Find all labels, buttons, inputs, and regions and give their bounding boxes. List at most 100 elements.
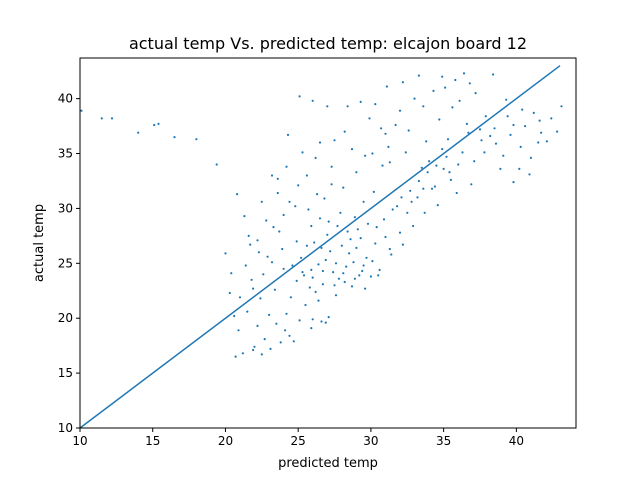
scatter-point	[409, 189, 412, 192]
scatter-point	[285, 165, 288, 168]
scatter-point	[391, 208, 394, 211]
scatter-point	[388, 247, 391, 251]
scatter-point	[512, 181, 515, 184]
scatter-point	[381, 164, 384, 167]
x-tick-label: 20	[218, 434, 233, 448]
scatter-point	[538, 119, 541, 122]
scatter-point	[289, 296, 292, 299]
scatter-point	[272, 226, 275, 229]
scatter-point	[465, 122, 468, 125]
scatter-point	[288, 200, 291, 203]
scatter-point	[313, 241, 316, 244]
scatter-point	[215, 163, 218, 166]
scatter-point	[492, 73, 495, 76]
scatter-point	[473, 160, 476, 163]
y-tick-label: 25	[58, 256, 73, 270]
scatter-point	[273, 288, 276, 291]
scatter-point	[372, 190, 375, 193]
scatter-point	[362, 264, 365, 267]
x-axis-ticks: 10 15 20 25 30 35 40	[72, 428, 524, 448]
scatter-point	[346, 230, 349, 233]
scatter-point	[349, 238, 352, 241]
scatter-point	[324, 258, 327, 262]
scatter-point	[380, 127, 383, 130]
scatter-point	[407, 129, 410, 132]
scatter-point	[345, 265, 348, 268]
scatter-point	[400, 196, 403, 199]
scatter-point	[260, 353, 263, 356]
scatter-point	[350, 285, 354, 288]
scatter-point	[297, 184, 300, 187]
x-tick-label: 15	[145, 434, 160, 448]
scatter-point	[358, 274, 361, 277]
scatter-point	[432, 89, 435, 92]
scatter-point	[300, 256, 303, 259]
scatter-point	[318, 217, 322, 220]
scatter-point	[339, 211, 342, 214]
scatter-point	[241, 352, 244, 355]
scatter-point	[195, 138, 198, 141]
scatter-point	[327, 316, 330, 319]
scatter-point	[502, 154, 505, 157]
scatter-point	[321, 269, 324, 273]
scatter-point	[474, 92, 477, 95]
scatter-point	[292, 340, 295, 343]
scatter-point	[430, 187, 434, 190]
scatter-point	[298, 95, 301, 98]
scatter-point	[137, 131, 140, 134]
scatter-point	[247, 234, 250, 237]
y-tick-label: 40	[58, 92, 73, 106]
scatter-point	[298, 319, 301, 322]
scatter-point	[320, 320, 323, 323]
scatter-point	[270, 261, 274, 264]
scatter-point	[320, 246, 323, 249]
scatter-point	[310, 268, 313, 271]
scatter-point	[449, 178, 452, 181]
scatter-point	[556, 130, 559, 133]
scatter-point	[413, 97, 416, 100]
scatter-point	[446, 138, 450, 141]
scatter-point	[249, 243, 252, 246]
scatter-point	[371, 260, 374, 263]
scatter-point	[343, 280, 346, 284]
x-tick-label: 30	[363, 434, 378, 448]
scatter-point	[506, 115, 509, 118]
scatter-point	[153, 123, 156, 127]
scatter-point	[314, 290, 317, 293]
scatter-point	[243, 215, 246, 218]
x-tick-label: 10	[72, 434, 87, 448]
scatter-point	[401, 81, 404, 84]
scatter-point	[224, 252, 227, 255]
scatter-point	[230, 272, 233, 275]
scatter-point	[521, 108, 524, 111]
scatter-point	[377, 274, 380, 277]
chart-title: actual temp Vs. predicted temp: elcajon …	[129, 34, 527, 53]
scatter-point	[384, 132, 387, 135]
scatter-point	[468, 82, 471, 85]
scatter-point	[532, 111, 535, 114]
scatter-point	[330, 183, 333, 186]
scatter-point	[422, 187, 425, 190]
scatter-point	[364, 154, 367, 157]
scatter-point	[301, 151, 304, 154]
scatter-point	[282, 213, 285, 217]
scatter-point	[396, 205, 399, 208]
scatter-point	[342, 272, 345, 275]
x-axis-label: predicted temp	[278, 456, 378, 471]
scatter-point	[365, 256, 368, 259]
scatter-point	[524, 125, 527, 128]
scatter-point	[448, 171, 451, 174]
scatter-point	[266, 255, 269, 258]
scatter-point	[528, 173, 531, 176]
scatter-point	[366, 222, 370, 225]
scatter-point	[369, 275, 372, 278]
scatter-point	[368, 117, 371, 120]
scatter-point	[484, 115, 487, 118]
scatter-point	[263, 338, 266, 341]
scatter-point	[398, 109, 402, 112]
scatter-point	[444, 86, 447, 89]
scatter-point	[257, 251, 260, 254]
scatter-point	[540, 131, 543, 134]
scatter-point	[441, 148, 444, 151]
scatter-point	[269, 347, 272, 350]
